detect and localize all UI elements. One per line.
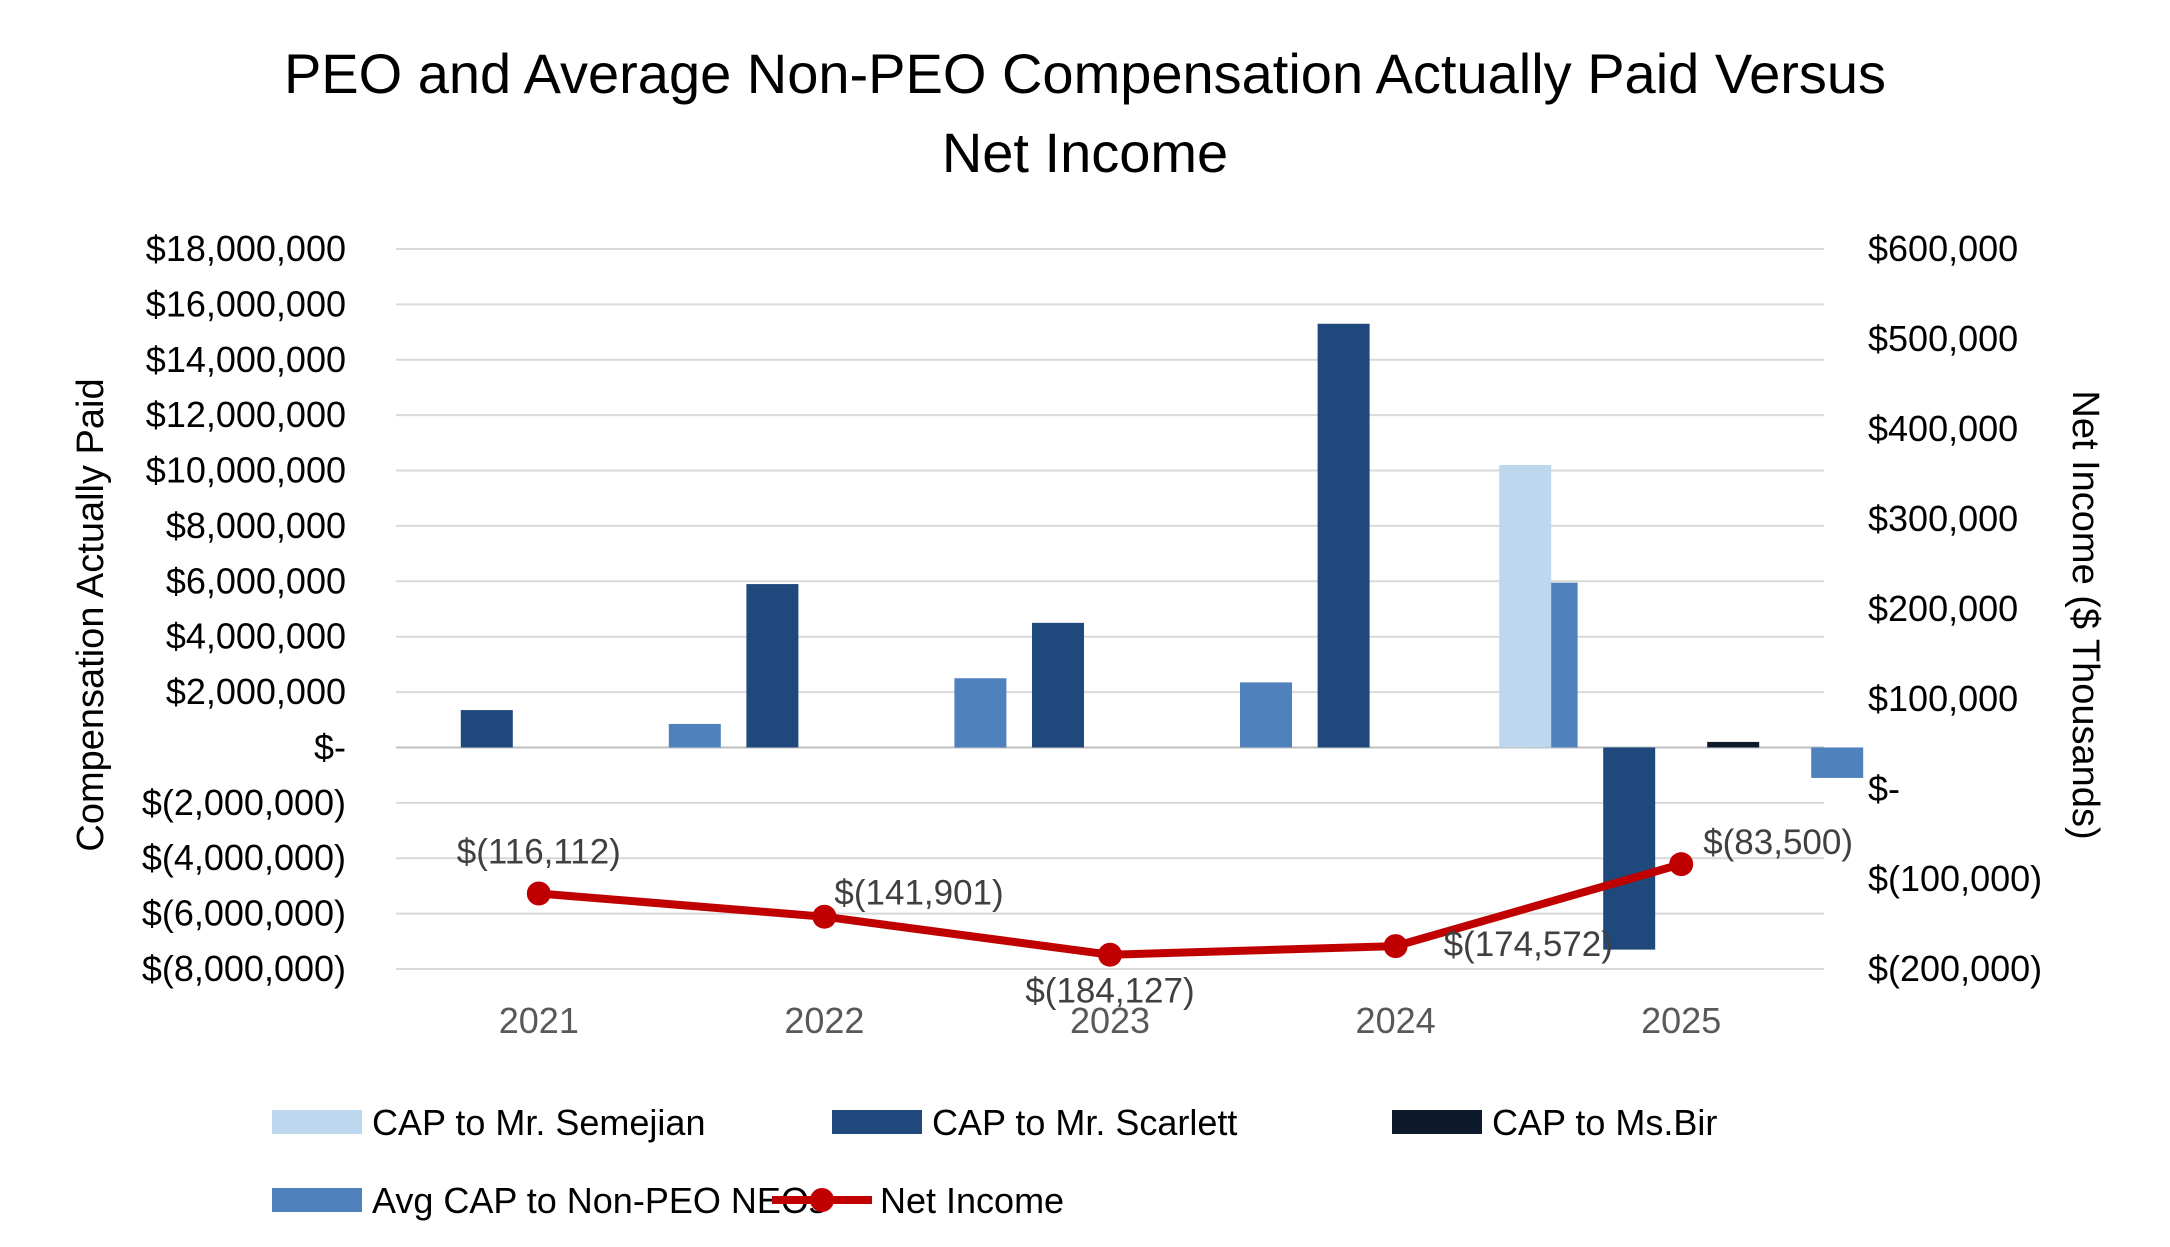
y-tick-label: $16,000,000 bbox=[146, 283, 346, 324]
bar-avg-cap-to-non-peo-neos-2022 bbox=[954, 678, 1007, 748]
y2-tick-label: $(100,000) bbox=[1868, 858, 2042, 899]
bar-avg-cap-to-non-peo-neos-2025 bbox=[1811, 747, 1864, 778]
chart-title-line-1: PEO and Average Non-PEO Compensation Act… bbox=[284, 42, 1886, 105]
bars bbox=[460, 323, 1864, 950]
net-income-data-label: $(141,901) bbox=[834, 874, 1003, 913]
net-income-point bbox=[1098, 942, 1122, 967]
legend-swatch bbox=[832, 1110, 922, 1134]
net-income-point bbox=[1669, 852, 1694, 877]
y-axis-label: Compensation Actually Paid bbox=[70, 378, 112, 851]
y-tick-label: $8,000,000 bbox=[166, 505, 346, 546]
y-tick-label: $12,000,000 bbox=[146, 394, 346, 435]
net-income-data-label: $(184,127) bbox=[1025, 972, 1194, 1011]
y-tick-label: $2,000,000 bbox=[166, 671, 346, 712]
net-income-line: $(116,112) $(141,901) $(184,127) $(174,572)… bbox=[457, 823, 1853, 1011]
left-axis-ticks: $18,000,000 $16,000,000 $14,000,000 $12,000… bbox=[142, 228, 346, 989]
net-income-data-label: $(83,500) bbox=[1703, 823, 1853, 862]
right-axis-ticks: $600,000 $500,000 $400,000 $300,000 $200,000… bbox=[1868, 228, 2042, 989]
net-income-point bbox=[812, 904, 837, 929]
legend-label: Avg CAP to Non-PEO NEOs bbox=[372, 1180, 827, 1221]
net-income-point bbox=[526, 881, 551, 906]
y-tick-label: $(4,000,000) bbox=[142, 837, 346, 878]
y-tick-label: $14,000,000 bbox=[146, 339, 346, 380]
y-tick-label: $10,000,000 bbox=[146, 450, 346, 491]
legend-swatch bbox=[272, 1188, 362, 1212]
y2-tick-label: $400,000 bbox=[1868, 408, 2018, 449]
bar-cap-to-mr-semejian-2025 bbox=[1499, 465, 1552, 748]
y2-tick-label: $200,000 bbox=[1868, 588, 2018, 629]
x-tick-label: 2025 bbox=[1641, 1000, 1721, 1041]
x-axis-ticks: 2021 2022 2023 2024 2025 bbox=[499, 1000, 1721, 1041]
y2-tick-label: $100,000 bbox=[1868, 678, 2018, 719]
net-income-data-label: $(174,572) bbox=[1444, 925, 1613, 964]
y-tick-label: $4,000,000 bbox=[166, 616, 346, 657]
x-tick-label: 2021 bbox=[499, 1000, 579, 1041]
y2-tick-label: $- bbox=[1868, 768, 1900, 809]
legend-label: CAP to Mr. Semejian bbox=[372, 1102, 705, 1143]
bar-avg-cap-to-non-peo-neos-2023 bbox=[1240, 682, 1292, 748]
y-tick-label: $18,000,000 bbox=[146, 228, 346, 269]
y2-tick-label: $(200,000) bbox=[1868, 948, 2042, 989]
legend-swatch bbox=[1392, 1110, 1482, 1134]
y2-tick-label: $300,000 bbox=[1868, 498, 2018, 539]
legend-label: CAP to Mr. Scarlett bbox=[932, 1102, 1237, 1143]
chart-title-line-2: Net Income bbox=[942, 121, 1228, 184]
net-income-data-label: $(116,112) bbox=[457, 833, 621, 872]
bar-avg-cap-to-non-peo-neos-2021 bbox=[668, 723, 721, 748]
bar-cap-to-mr-scarlett-2021 bbox=[460, 710, 513, 748]
bar-cap-to-mr-scarlett-2024 bbox=[1317, 323, 1370, 748]
gridlines bbox=[396, 248, 1824, 970]
bar-cap-to-mr-scarlett-2022 bbox=[746, 584, 799, 748]
y-tick-label: $(8,000,000) bbox=[142, 948, 346, 989]
x-tick-label: 2024 bbox=[1356, 1000, 1436, 1041]
bar-cap-to-ms-bir-2025 bbox=[1707, 741, 1760, 748]
bar-cap-to-mr-scarlett-2025 bbox=[1603, 747, 1656, 950]
y2-tick-label: $600,000 bbox=[1868, 228, 2018, 269]
legend-marker bbox=[810, 1188, 834, 1212]
bar-cap-to-mr-scarlett-2023 bbox=[1032, 622, 1084, 748]
net-income-point bbox=[1383, 934, 1408, 959]
y2-tick-label: $500,000 bbox=[1868, 318, 2018, 359]
legend-label: Net Income bbox=[880, 1180, 1064, 1221]
legend-label: CAP to Ms.Bir bbox=[1492, 1102, 1717, 1143]
y2-axis-label: Net Income ($ Thousands) bbox=[2064, 390, 2106, 839]
x-tick-label: 2023 bbox=[1070, 1000, 1150, 1041]
y-tick-label: $- bbox=[314, 726, 346, 767]
x-tick-label: 2022 bbox=[784, 1000, 864, 1041]
y-tick-label: $(2,000,000) bbox=[142, 782, 346, 823]
legend-swatch bbox=[272, 1110, 362, 1134]
y-tick-label: $(6,000,000) bbox=[142, 893, 346, 934]
y-tick-label: $6,000,000 bbox=[166, 560, 346, 601]
legend: CAP to Mr. Semejian CAP to Mr. Scarlett CA… bbox=[272, 1102, 1717, 1221]
